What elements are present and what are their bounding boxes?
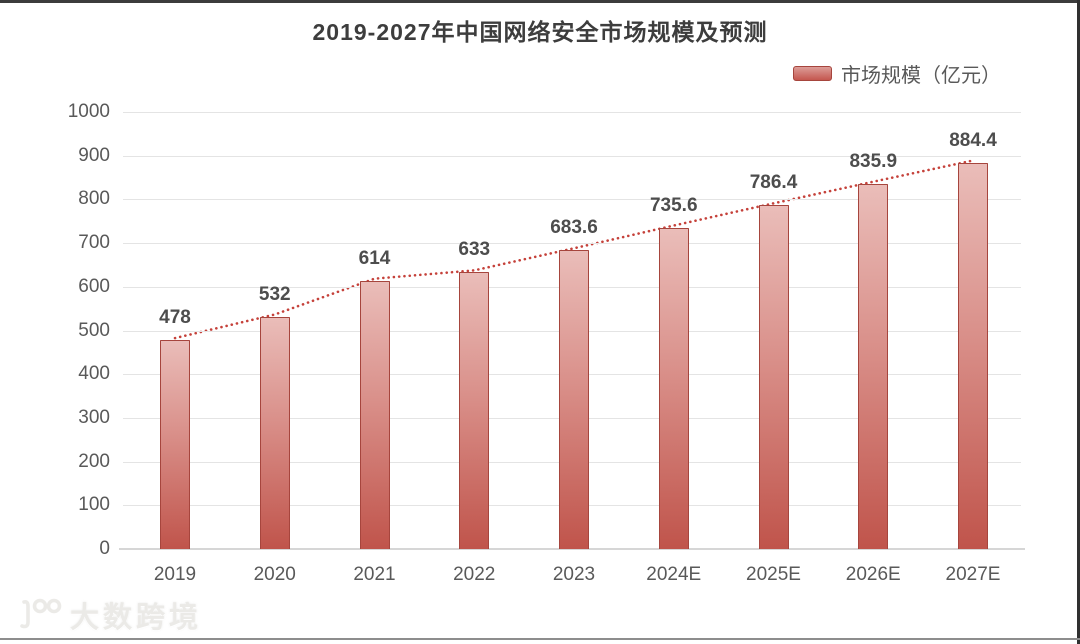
x-axis-tick-label: 2023 bbox=[552, 564, 596, 585]
bottom-divider-line bbox=[0, 638, 1080, 640]
watermark-text: 大数跨境 bbox=[70, 602, 203, 634]
gridline bbox=[123, 112, 1021, 113]
gridline bbox=[123, 155, 1021, 157]
legend-label: 市场规模（亿元） bbox=[841, 64, 1001, 87]
chart-title: 2019-2027年中国网络安全市场规模及预测 bbox=[312, 19, 768, 45]
x-axis-tick-label: 2024E bbox=[646, 564, 702, 585]
bar bbox=[359, 280, 390, 549]
bar-value-label: 683.6 bbox=[550, 217, 598, 239]
x-axis-tick-label: 2026E bbox=[845, 564, 901, 585]
watermark-logo-icon bbox=[20, 598, 62, 629]
bar bbox=[459, 272, 490, 549]
gridline bbox=[123, 199, 1021, 201]
x-axis-tick-label: 2022 bbox=[453, 564, 496, 585]
bar-value-label: 735.6 bbox=[649, 194, 698, 216]
y-axis-tick-label: 800 bbox=[78, 188, 110, 210]
x-axis-tick-label: 2021 bbox=[353, 564, 396, 585]
bar-value-label: 614 bbox=[358, 247, 391, 269]
bar bbox=[858, 183, 889, 549]
x-axis-tick-label: 2027E bbox=[945, 564, 1001, 585]
watermark: 大数跨境 bbox=[16, 594, 202, 636]
bar-value-label: 835.9 bbox=[849, 150, 898, 172]
bar-value-label: 786.4 bbox=[749, 172, 798, 194]
legend: 市场规模（亿元） bbox=[793, 58, 1001, 88]
y-axis-tick-label: 200 bbox=[78, 450, 110, 472]
window-top-edge bbox=[0, 0, 1080, 3]
x-axis-tick-label: 2020 bbox=[253, 564, 296, 585]
legend-swatch-icon bbox=[793, 65, 832, 81]
y-axis-tick-label: 300 bbox=[78, 406, 110, 428]
x-axis-tick-label: 2019 bbox=[153, 564, 197, 585]
bar bbox=[259, 316, 290, 549]
y-axis-tick-label: 900 bbox=[78, 144, 110, 166]
y-axis-tick-label: 100 bbox=[78, 494, 110, 516]
window-right-edge bbox=[1077, 0, 1080, 644]
y-axis-tick-label: 500 bbox=[78, 319, 110, 341]
x-axis-line bbox=[119, 548, 1025, 550]
gridline bbox=[123, 243, 1021, 245]
bar-value-label: 633 bbox=[458, 239, 491, 261]
bar bbox=[559, 250, 589, 549]
bar-value-label: 478 bbox=[159, 307, 191, 329]
bar-value-label: 884.4 bbox=[949, 129, 997, 151]
bar-value-label: 532 bbox=[258, 283, 291, 305]
y-axis-tick-label: 600 bbox=[78, 275, 110, 297]
bar bbox=[958, 162, 988, 549]
x-axis-tick-label: 2025E bbox=[746, 564, 801, 585]
y-axis-tick-label: 700 bbox=[78, 232, 110, 254]
y-axis-tick-label: 400 bbox=[78, 363, 110, 385]
y-axis-tick-label: 1000 bbox=[67, 101, 110, 122]
bar bbox=[758, 205, 789, 549]
y-axis-tick-label: 0 bbox=[99, 538, 110, 559]
plot-area: 478 2019 532 2020 614 2021 633 2022 683.6 2023 735… bbox=[119, 112, 1025, 585]
bar bbox=[160, 340, 190, 549]
bar bbox=[658, 227, 689, 549]
